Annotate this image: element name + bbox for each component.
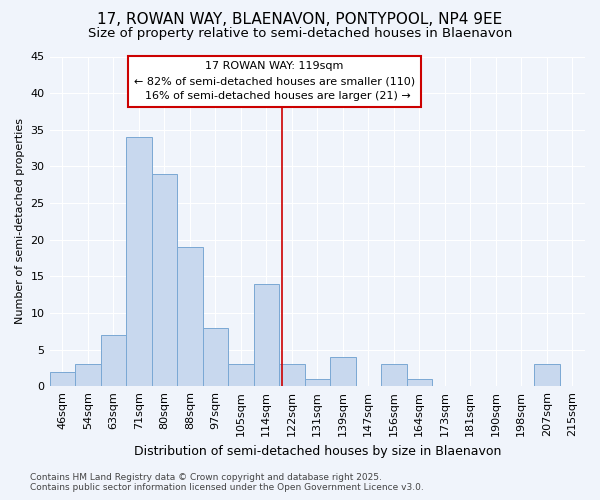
Bar <box>101 335 126 386</box>
Text: 17 ROWAN WAY: 119sqm
← 82% of semi-detached houses are smaller (110)
  16% of se: 17 ROWAN WAY: 119sqm ← 82% of semi-detac… <box>134 62 415 101</box>
Bar <box>254 284 279 387</box>
Bar <box>279 364 305 386</box>
Bar <box>50 372 75 386</box>
Bar <box>126 137 152 386</box>
Bar <box>534 364 560 386</box>
Bar <box>152 174 177 386</box>
Text: Contains HM Land Registry data © Crown copyright and database right 2025.
Contai: Contains HM Land Registry data © Crown c… <box>30 473 424 492</box>
Bar <box>177 247 203 386</box>
X-axis label: Distribution of semi-detached houses by size in Blaenavon: Distribution of semi-detached houses by … <box>134 444 501 458</box>
Bar <box>75 364 101 386</box>
Bar <box>203 328 228 386</box>
Bar <box>228 364 254 386</box>
Bar <box>305 379 330 386</box>
Text: Size of property relative to semi-detached houses in Blaenavon: Size of property relative to semi-detach… <box>88 28 512 40</box>
Bar <box>330 357 356 386</box>
Y-axis label: Number of semi-detached properties: Number of semi-detached properties <box>15 118 25 324</box>
Bar <box>407 379 432 386</box>
Text: 17, ROWAN WAY, BLAENAVON, PONTYPOOL, NP4 9EE: 17, ROWAN WAY, BLAENAVON, PONTYPOOL, NP4… <box>97 12 503 28</box>
Bar <box>381 364 407 386</box>
